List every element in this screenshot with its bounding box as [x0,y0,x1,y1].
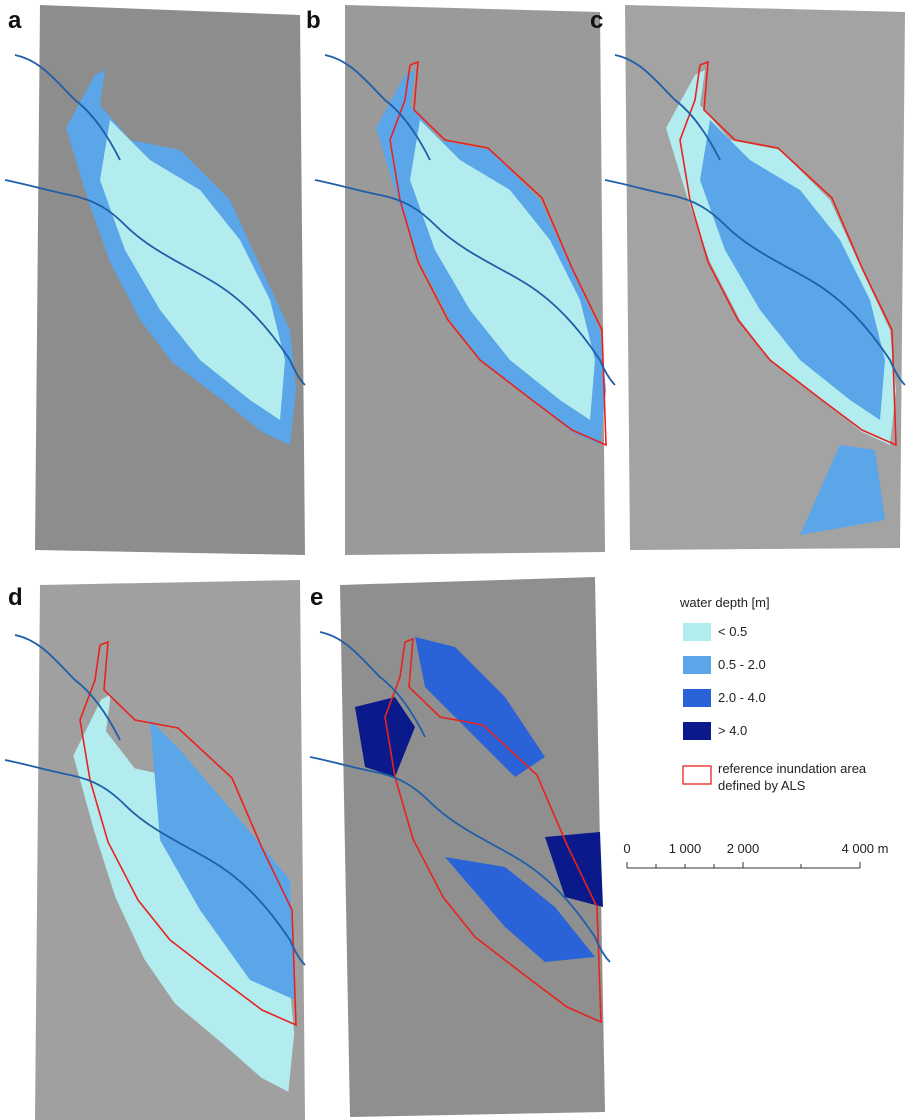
legend-swatch [683,689,711,707]
figure: a b c d e water depth [m] [0,0,917,1120]
legend-swatch [683,623,711,641]
scale-label: 0 [623,841,630,856]
panel-label: a [8,7,22,34]
legend-label: > 4.0 [718,723,747,738]
panel-label: e [310,584,323,611]
panel-label: c [590,7,603,34]
legend-label: reference inundation area [718,761,867,776]
scale-bar: 0 1 000 2 000 4 000 m [623,841,888,868]
legend-swatch [683,766,711,784]
panel-label: d [8,584,23,611]
scale-label: 4 000 m [842,841,889,856]
page: {"panels": [{"label": "a"}, {"label": "b… [0,0,917,1120]
legend-label: defined by ALS [718,778,806,793]
legend-swatch [683,656,711,674]
legend-label: 2.0 - 4.0 [718,690,766,705]
scale-label: 2 000 [727,841,760,856]
legend-swatch [683,722,711,740]
panel-c [605,5,905,550]
panel-b [315,5,615,555]
legend-label: 0.5 - 2.0 [718,657,766,672]
panel-d [5,580,305,1120]
legend-label: < 0.5 [718,624,747,639]
legend: water depth [m] reference inundation are… [679,595,867,793]
panel-e [310,577,610,1117]
scale-label: 1 000 [669,841,702,856]
panel-a: a [5,5,305,555]
panel-label: b [306,7,321,34]
legend-title: water depth [m] [679,595,770,610]
